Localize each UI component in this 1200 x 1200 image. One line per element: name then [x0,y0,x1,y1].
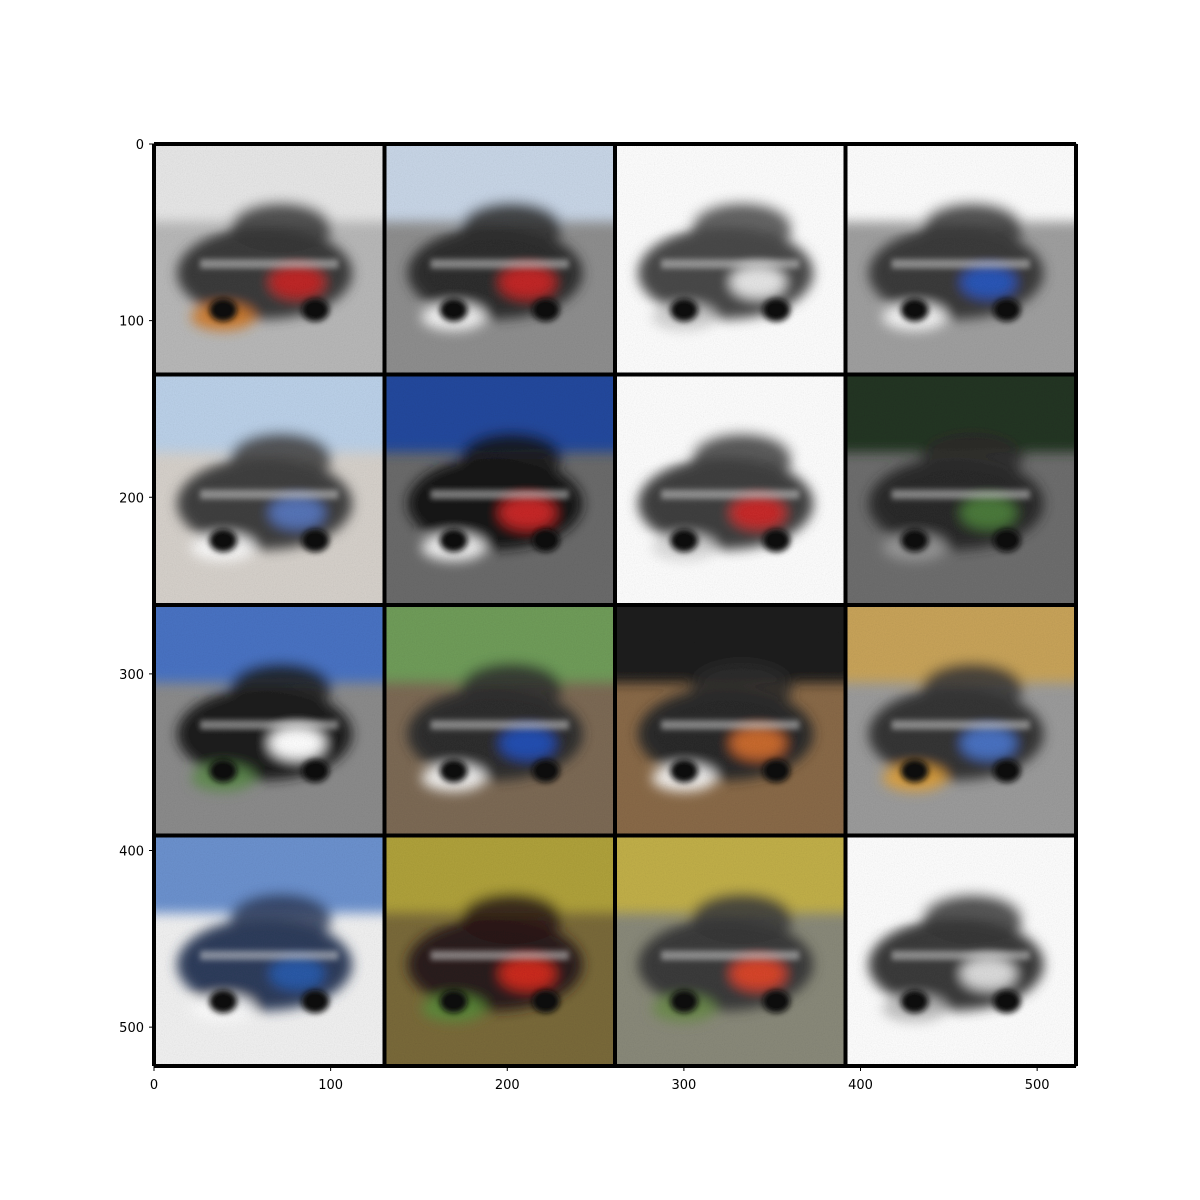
image-tile [615,835,846,1066]
y-tick-label: 300 [119,668,144,683]
y-tick-label: 400 [119,845,144,860]
x-tick-label: 200 [495,1078,520,1093]
x-tick-label: 500 [1025,1078,1050,1093]
image-tile [384,605,615,836]
image-tile [845,835,1076,1066]
x-tick-label: 400 [848,1078,873,1093]
y-tick-label: 0 [136,138,144,153]
y-tick-label: 500 [119,1021,144,1036]
x-tick-label: 300 [671,1078,696,1093]
image-tile [154,835,385,1066]
image-tile [845,605,1076,836]
image-tile [615,144,846,375]
image-tile [154,605,385,836]
image-tile [615,605,846,836]
image-tile [154,144,385,375]
image-tile [384,374,615,605]
image-tile [384,835,615,1066]
y-tick-label: 100 [119,315,144,330]
image-tiles [154,144,1076,1066]
axes-frame [153,143,1077,1067]
y-tick-label: 200 [119,491,144,506]
image-tile [845,374,1076,605]
image-tile [384,144,615,375]
x-tick-label: 0 [150,1078,158,1093]
axes: 0 100 200 300 400 500 0 100 200 300 400 500 [119,138,1077,1093]
image-tile [845,144,1076,375]
image-tile [154,374,385,605]
x-tick-label: 100 [318,1078,343,1093]
image-tile [615,374,846,605]
